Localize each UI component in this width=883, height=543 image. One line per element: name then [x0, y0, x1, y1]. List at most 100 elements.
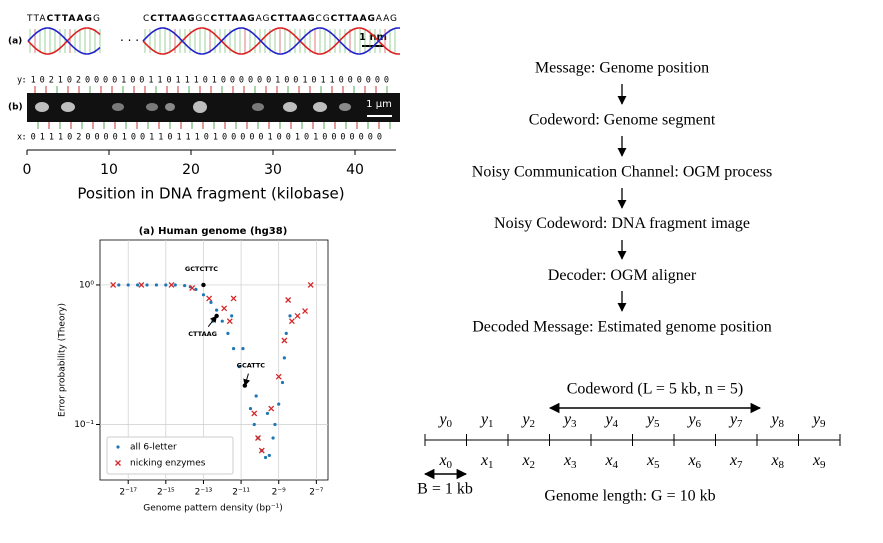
point [307, 281, 314, 288]
symbol: y3 [562, 411, 577, 430]
symbol-index: 9 [820, 418, 826, 430]
symbol-index: 2 [530, 459, 536, 471]
symbol-index: 5 [654, 459, 660, 471]
symbol-base: x [770, 452, 778, 469]
symbol-base: x [646, 452, 654, 469]
point [136, 283, 140, 287]
annotation-arrow [207, 315, 218, 328]
y-tick-label: 10⁰ [79, 280, 94, 290]
sequence-part: C [143, 14, 149, 24]
x-axis-label: Genome pattern density (bp⁻¹) [143, 504, 282, 514]
x-tick-label: 20 [182, 162, 200, 178]
point [206, 295, 213, 302]
point [168, 281, 175, 288]
point [209, 300, 213, 304]
point [281, 337, 288, 344]
sequence-part: TTA [26, 14, 46, 24]
legend-box [106, 436, 234, 475]
symbol-base: x [729, 452, 737, 469]
y-row: y: 1 0 2 1 0 2 0 0 0 0 1 0 0 1 1 0 1 1 1… [17, 76, 389, 86]
symbol-base: y [479, 411, 489, 428]
flow-step: Decoded Message: Estimated genome positi… [472, 319, 771, 336]
point [117, 283, 121, 287]
point [271, 436, 275, 440]
symbol-base: y [769, 411, 779, 428]
symbol-base: x [687, 452, 695, 469]
point [154, 283, 159, 287]
sequence-part: AAG [376, 14, 397, 24]
x-tick-label: 2⁻¹¹ [232, 488, 250, 498]
genome-label: Genome length: G = 10 kb [544, 488, 715, 505]
symbol: y7 [728, 411, 743, 430]
symbol-base: x [521, 452, 529, 469]
symbol-base: y [603, 411, 613, 428]
x-tick-label: 2⁻⁷ [309, 488, 323, 498]
annotation: CTTAAG [188, 330, 217, 338]
point [282, 356, 286, 360]
symbol-base: y [520, 411, 530, 428]
symbol: y5 [645, 411, 660, 430]
sequence-part: CG [316, 14, 330, 24]
point [284, 331, 288, 335]
symbol-index: 7 [737, 418, 743, 430]
symbol-base: x [812, 452, 820, 469]
point [255, 435, 261, 441]
flow-step: Noisy Communication Channel: OGM process [472, 163, 772, 180]
symbol: y6 [686, 411, 701, 430]
point [258, 447, 265, 454]
point [263, 455, 268, 460]
flow-step: Noisy Codeword: DNA fragment image [494, 215, 750, 232]
symbol-index: 6 [696, 459, 702, 471]
symbol-index: 8 [779, 418, 785, 430]
point [268, 405, 275, 412]
legend-label: all 6-letter [130, 443, 177, 453]
symbol: y8 [769, 411, 784, 430]
point [173, 283, 177, 287]
point [221, 305, 228, 312]
symbol-index: 0 [447, 459, 453, 471]
point [237, 364, 241, 369]
point [288, 314, 292, 318]
symbol-base: y [811, 411, 821, 428]
symbol: y0 [437, 411, 452, 430]
symbol-base: x [604, 452, 612, 469]
point [251, 410, 258, 417]
dna-strand [27, 27, 101, 55]
x-row: x: 0 1 1 1 0 2 0 0 0 0 1 0 0 1 1 0 1 1 1… [17, 133, 382, 143]
panel-label: (b) [8, 103, 23, 113]
dna-strand [142, 27, 401, 55]
x-tick-label: 10 [100, 162, 118, 178]
legend-label: nicking enzymes [130, 459, 206, 469]
flow-step: Message: Genome position [535, 60, 709, 77]
symbol: x7 [729, 452, 743, 471]
symbol: x4 [604, 452, 618, 471]
y-axis-label: Error probability (Theory) [58, 303, 68, 417]
symbol-index: 9 [820, 459, 826, 471]
point [273, 422, 277, 427]
bin-label: B = 1 kb [417, 481, 473, 498]
symbol-base: x [438, 452, 446, 469]
flow-step: Codeword: Genome segment [529, 111, 716, 128]
sequence-part: CTTAAG [150, 14, 194, 24]
symbol: x3 [563, 452, 577, 471]
symbol: x8 [770, 452, 784, 471]
point [280, 380, 285, 385]
x-tick-label: 0 [23, 162, 32, 178]
axis-label: Position in DNA fragment (kilobase) [77, 185, 344, 203]
point [294, 312, 301, 319]
point [241, 346, 245, 351]
x-tick-label: 2⁻¹⁷ [119, 488, 137, 498]
point [302, 308, 309, 315]
image-blobs [35, 101, 351, 113]
point [164, 283, 168, 287]
x-tick-label: 2⁻⁹ [272, 488, 286, 498]
point [248, 406, 253, 411]
symbol-base: y [686, 411, 696, 428]
point [254, 394, 258, 398]
point [183, 283, 187, 288]
symbol-index: 7 [737, 459, 743, 471]
dna-strand [142, 27, 401, 55]
point [226, 318, 233, 325]
ellipsis: · · · [120, 34, 139, 48]
